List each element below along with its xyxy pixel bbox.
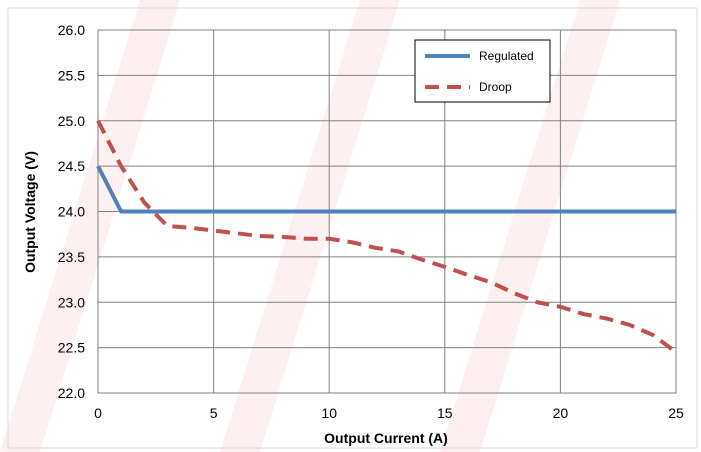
- y-tick-label: 24.0: [58, 204, 85, 220]
- legend-box: [414, 39, 551, 103]
- y-tick-labels: 22.0 22.5 23.0 23.5 24.0 24.5 25.0 25.5 26.0: [58, 22, 85, 401]
- y-tick-label: 25.0: [58, 113, 85, 129]
- x-tick-label: 0: [94, 405, 102, 421]
- y-tick-label: 22.5: [58, 340, 85, 356]
- y-tick-label: 24.5: [58, 158, 85, 174]
- y-tick-label: 23.0: [58, 294, 85, 310]
- watermark-pattern: [0, 0, 620, 452]
- legend-label-regulated: Regulated: [479, 49, 534, 63]
- x-tick-label: 25: [668, 405, 684, 421]
- series-layer: [96, 119, 678, 354]
- x-tick-labels: 0 5 10 15 20 25: [94, 405, 684, 421]
- y-tick-label: 25.5: [58, 67, 85, 83]
- series-line-droop: [96, 119, 678, 354]
- y-axis-title: Output Voltage (V): [22, 151, 38, 273]
- y-tick-label: 23.5: [58, 249, 85, 265]
- series-line-regulated: [96, 165, 676, 214]
- y-tick-label: 26.0: [58, 22, 85, 38]
- legend-label-droop: Droop: [479, 80, 512, 94]
- x-tick-label: 10: [321, 405, 337, 421]
- y-tick-label: 22.0: [58, 385, 85, 401]
- x-tick-label: 5: [210, 405, 218, 421]
- x-axis-title: Output Current (A): [324, 430, 448, 446]
- x-tick-label: 15: [437, 405, 453, 421]
- chart-outer-border: [7, 7, 698, 449]
- legend: Regulated Droop: [414, 39, 551, 103]
- x-tick-label: 20: [553, 405, 569, 421]
